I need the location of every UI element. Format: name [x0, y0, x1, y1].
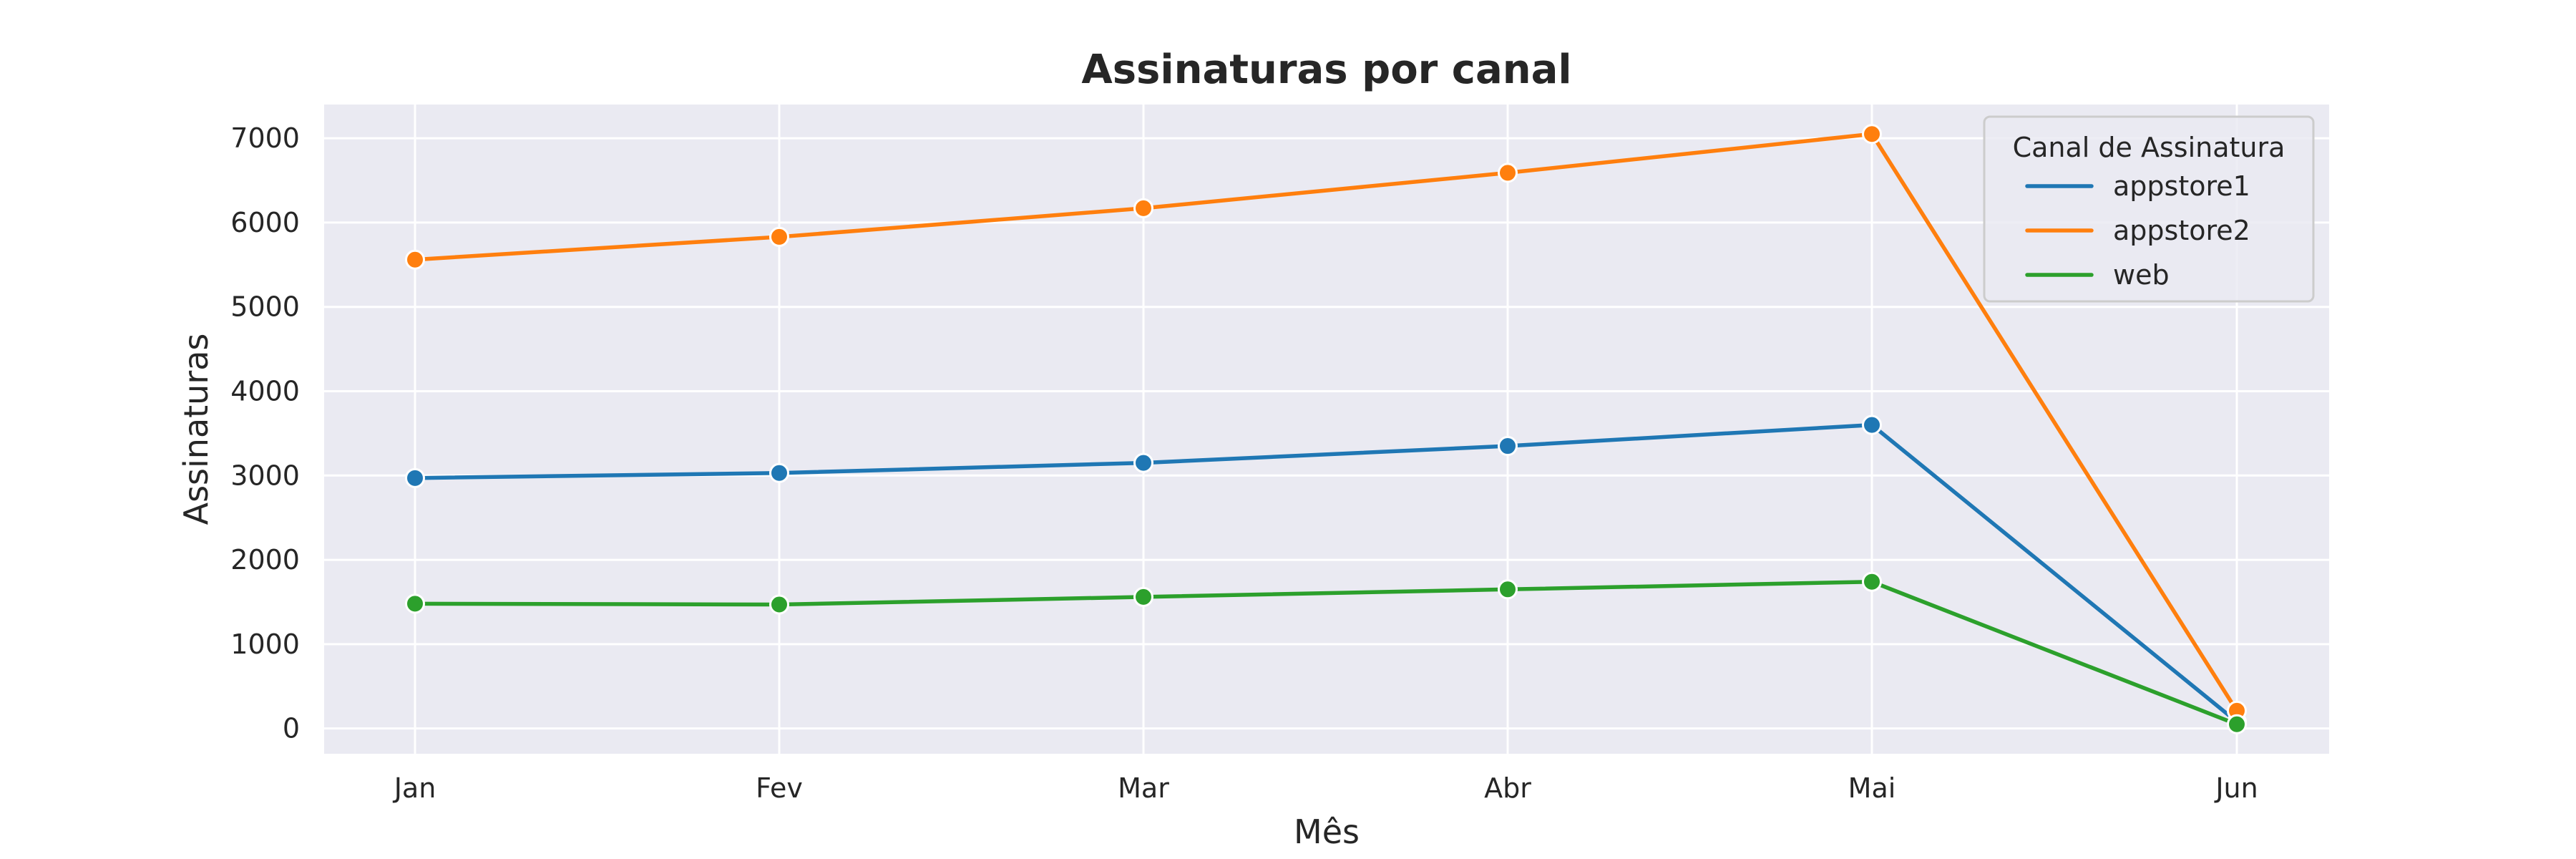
- data-point: [769, 226, 789, 247]
- data-point: [1498, 579, 1518, 600]
- data-point: [769, 462, 789, 483]
- y-tick-label: 2000: [230, 544, 300, 576]
- series-web: [405, 571, 2247, 734]
- data-point: [405, 249, 425, 270]
- legend-label: appstore2: [2113, 215, 2250, 246]
- chart-title: Assinaturas por canal: [1081, 47, 1571, 93]
- series-appstore2: [405, 124, 2247, 721]
- data-point: [1498, 436, 1518, 457]
- data-point: [405, 467, 425, 488]
- data-point: [1862, 124, 1882, 145]
- x-tick-label: Mar: [1118, 772, 1169, 804]
- series-appstore1: [405, 414, 2247, 732]
- legend-box: [1983, 115, 2315, 303]
- x-tick-label: Jun: [2214, 772, 2258, 804]
- data-point: [1498, 162, 1518, 183]
- x-tick-label: Fev: [756, 772, 803, 804]
- data-point: [1133, 586, 1153, 607]
- data-point: [1862, 571, 1882, 592]
- legend-items: appstore1 appstore2 web: [2025, 170, 2250, 291]
- y-axis-ticks: 0 1000 2000 3000 4000 5000 6000 7000: [230, 122, 300, 744]
- series-lines: [405, 124, 2247, 734]
- data-point: [769, 594, 789, 615]
- legend: Canal de Assinatura appstore1 appstore2 we…: [1983, 115, 2315, 303]
- data-point: [1133, 452, 1153, 473]
- y-tick-label: 7000: [230, 122, 300, 154]
- series-line: [413, 422, 2239, 724]
- data-point: [2227, 714, 2247, 734]
- y-tick-label: 5000: [230, 291, 300, 323]
- y-tick-label: 1000: [230, 629, 300, 660]
- y-tick-label: 4000: [230, 375, 300, 407]
- y-tick-label: 0: [283, 713, 300, 744]
- y-tick-label: 6000: [230, 207, 300, 238]
- series-line: [413, 132, 2239, 713]
- legend-label: appstore1: [2113, 170, 2250, 202]
- legend-item: appstore1: [2025, 170, 2250, 202]
- legend-item: web: [2025, 259, 2170, 291]
- data-point: [405, 593, 425, 614]
- y-axis-label: Assinaturas: [177, 334, 215, 525]
- y-tick-label: 3000: [230, 460, 300, 491]
- legend-label: web: [2113, 259, 2170, 291]
- data-point: [1133, 198, 1153, 218]
- x-tick-label: Jan: [393, 772, 436, 804]
- legend-item: appstore2: [2025, 215, 2250, 246]
- data-point: [1862, 414, 1882, 435]
- x-axis-ticks: Jan Fev Mar Abr Mai Jun: [393, 772, 2258, 804]
- series-line: [413, 579, 2239, 727]
- legend-title: Canal de Assinatura: [2013, 132, 2285, 163]
- x-tick-label: Abr: [1484, 772, 1531, 804]
- x-tick-label: Mai: [1848, 772, 1896, 804]
- x-axis-label: Mês: [1294, 812, 1360, 851]
